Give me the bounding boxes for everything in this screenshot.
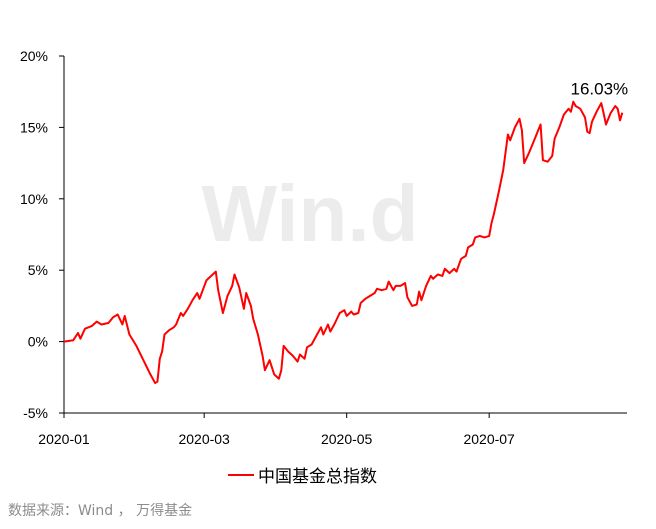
legend-swatch [228,473,254,476]
y-tick-label: -5% [23,405,48,421]
legend: 中国基金总指数 [228,462,377,487]
y-axis-ticks: 20% 15% 10% 5% 0% -5% [20,48,64,421]
series-layer [63,100,624,384]
y-tick-label: 15% [20,119,48,135]
watermark: Win.d [202,169,419,258]
x-tick-label: 2020-05 [321,431,373,447]
source-note: 数据来源：Wind ， 万得基金 [8,503,193,519]
series-line [63,100,624,384]
x-tick-label: 2020-07 [463,431,515,447]
x-axis-ticks: 2020-01 2020-03 2020-05 2020-07 [38,413,515,447]
y-tick-label: 0% [28,334,48,350]
y-tick-label: 5% [28,262,48,278]
last-value-annotation: 16.03% [570,80,628,99]
x-tick-label: 2020-01 [38,431,90,447]
legend-label: 中国基金总指数 [258,467,377,487]
y-tick-label: 10% [20,191,48,207]
x-tick-label: 2020-03 [178,431,230,447]
y-tick-label: 20% [20,48,48,64]
